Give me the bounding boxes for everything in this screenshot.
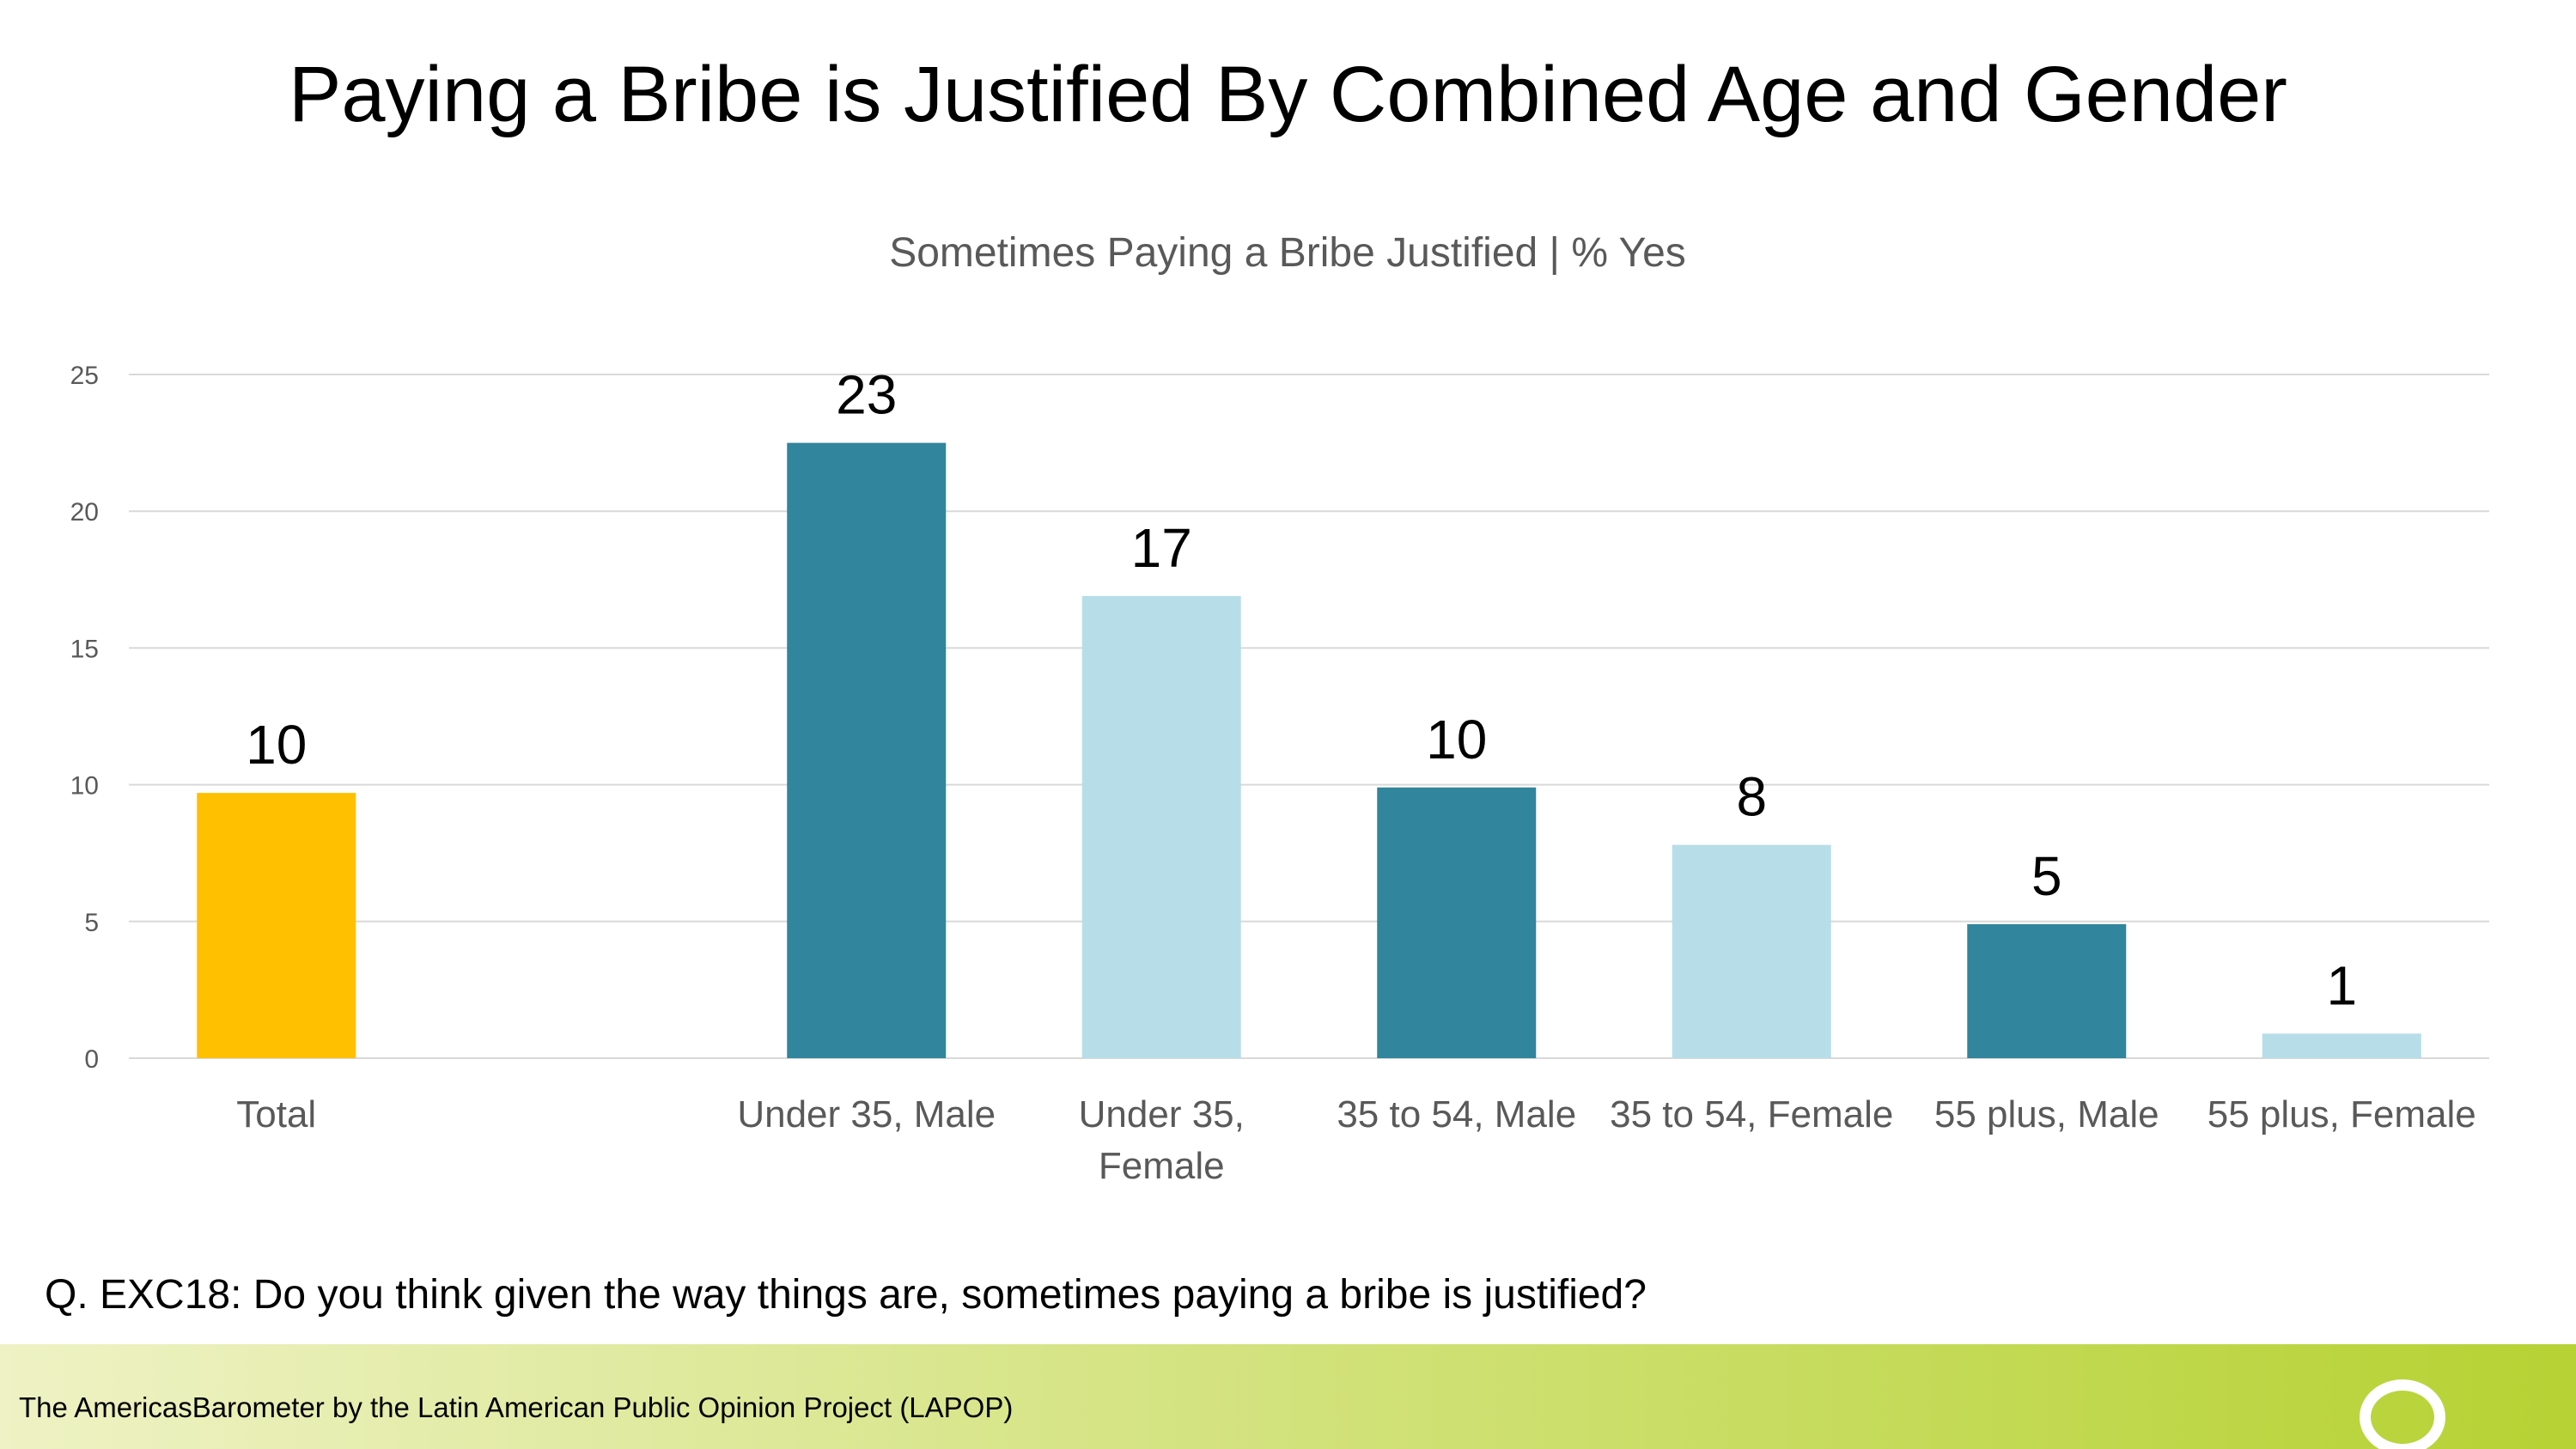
data-label: 5 bbox=[2031, 845, 2062, 907]
x-tick-label: Under 35, Male bbox=[737, 1093, 996, 1135]
bar bbox=[1081, 595, 1241, 1058]
y-tick-label: 15 bbox=[70, 635, 99, 663]
x-tick-label: 55 plus, Female bbox=[2208, 1093, 2476, 1135]
x-tick-label: Total bbox=[236, 1093, 316, 1135]
y-tick-label: 20 bbox=[70, 498, 99, 527]
bar bbox=[1967, 923, 2127, 1058]
bar-chart: Sometimes Paying a Bribe Justified | % Y… bbox=[70, 230, 2489, 1187]
bar bbox=[197, 793, 356, 1058]
y-tick-label: 5 bbox=[84, 909, 99, 937]
y-tick-label: 25 bbox=[70, 362, 99, 390]
footer-bar bbox=[0, 1344, 2576, 1449]
survey-question: Q. EXC18: Do you think given the way thi… bbox=[45, 1272, 1647, 1318]
x-tick-label: Under 35, Female bbox=[1079, 1093, 1245, 1187]
data-label: 23 bbox=[836, 364, 897, 426]
y-tick-label: 0 bbox=[84, 1045, 99, 1074]
lapop-ring-logo-icon bbox=[2357, 1379, 2458, 1449]
data-label: 8 bbox=[1736, 766, 1767, 828]
y-tick-label: 10 bbox=[70, 772, 99, 801]
data-label: 1 bbox=[2326, 954, 2357, 1016]
x-tick-label: 35 to 54, Female bbox=[1610, 1093, 1893, 1135]
x-tick-label: 35 to 54, Male bbox=[1337, 1093, 1576, 1135]
bar bbox=[1377, 787, 1537, 1058]
data-label: 10 bbox=[1426, 709, 1487, 770]
chart-subtitle: Sometimes Paying a Bribe Justified | % Y… bbox=[889, 230, 1686, 276]
footer-source-text: The AmericasBarometer by the Latin Ameri… bbox=[19, 1391, 1014, 1423]
x-tick-label: 55 plus, Male bbox=[1934, 1093, 2159, 1135]
bar bbox=[1672, 844, 1831, 1058]
bar bbox=[787, 442, 947, 1058]
chart-title: Paying a Bribe is Justified By Combined … bbox=[289, 51, 2287, 138]
data-label: 17 bbox=[1131, 517, 1192, 579]
bar bbox=[2262, 1033, 2421, 1058]
data-label: 10 bbox=[246, 714, 307, 776]
